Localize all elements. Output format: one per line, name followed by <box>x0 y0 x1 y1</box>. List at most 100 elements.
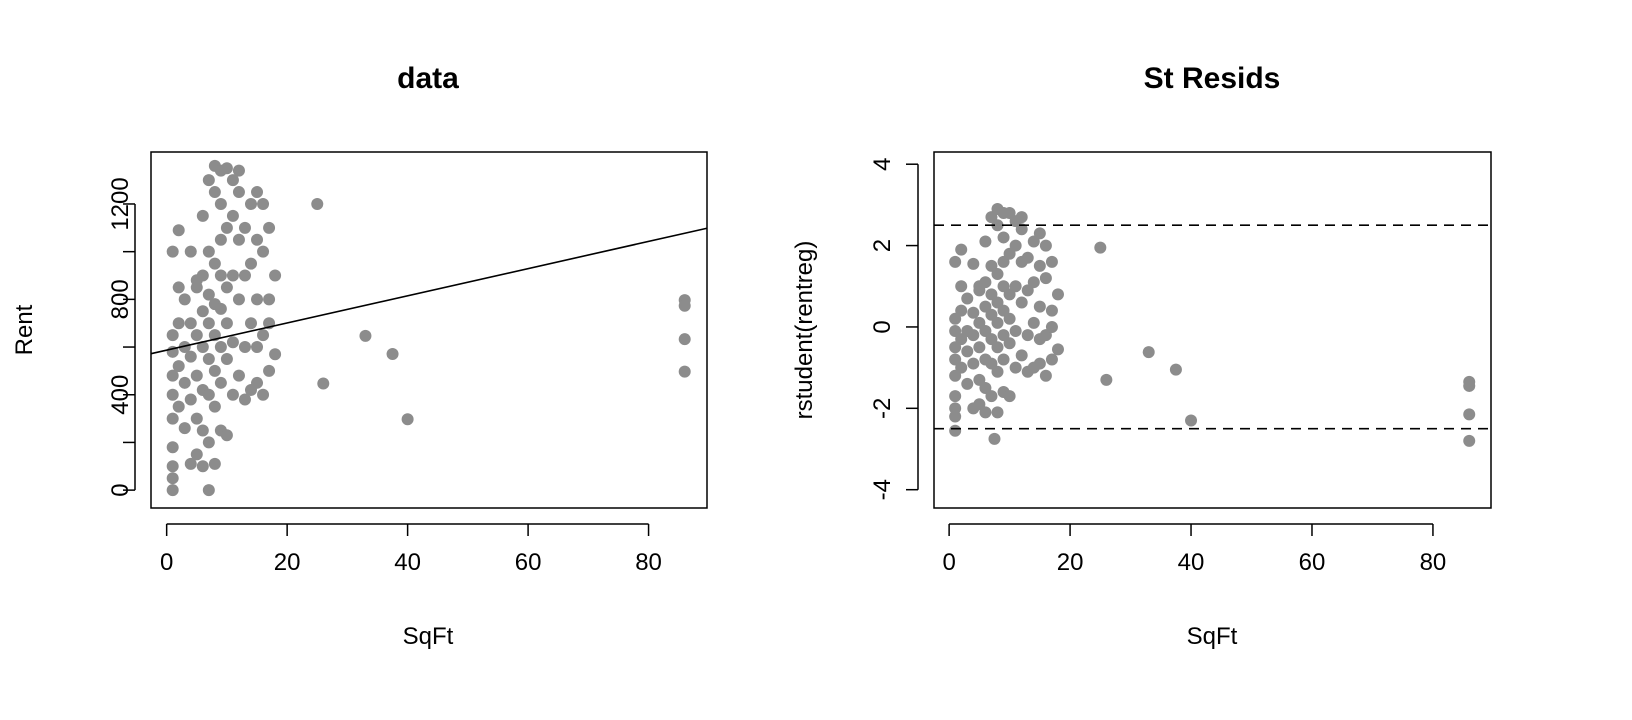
data-point <box>678 365 691 378</box>
data-point <box>269 348 282 361</box>
y-tick-label: -2 <box>869 398 896 419</box>
data-point <box>202 436 215 449</box>
data-point <box>214 233 227 246</box>
data-point <box>988 432 1001 445</box>
data-point <box>991 219 1004 232</box>
data-point <box>190 369 203 382</box>
data-point <box>214 376 227 389</box>
data-point <box>961 345 974 358</box>
data-point <box>202 388 215 401</box>
data-point <box>244 317 257 330</box>
data-point <box>955 304 968 317</box>
y-tick-label: 400 <box>107 375 134 415</box>
data-point <box>226 174 239 187</box>
data-point <box>190 412 203 425</box>
data-point <box>238 341 251 354</box>
data-point <box>214 341 227 354</box>
data-point <box>1003 390 1016 403</box>
data-point <box>202 174 215 187</box>
data-point <box>184 457 197 470</box>
data-point <box>311 197 324 210</box>
panel-st-resids: St Resids SqFt rstudent(rentreg) 0 20 40 60… <box>791 62 1492 650</box>
y-tick-label: -4 <box>869 479 896 500</box>
data-point <box>178 422 191 435</box>
data-point <box>184 245 197 258</box>
data-point <box>244 257 257 270</box>
data-point <box>1039 239 1052 252</box>
data-point <box>208 186 221 199</box>
data-point <box>1039 369 1052 382</box>
data-point <box>949 424 962 437</box>
data-point <box>1027 316 1040 329</box>
y-tick-label: 0 <box>869 320 896 333</box>
data-point <box>202 317 215 330</box>
data-point <box>208 400 221 413</box>
data-point <box>220 162 233 175</box>
data-point <box>257 245 270 258</box>
x-axis-label: SqFt <box>403 623 454 650</box>
y-tick-label: 1200 <box>107 177 134 230</box>
data-point <box>1033 259 1046 272</box>
data-point <box>208 257 221 270</box>
data-point <box>251 293 264 306</box>
data-point <box>196 424 209 437</box>
data-point <box>196 341 209 354</box>
data-point <box>359 329 372 342</box>
data-point <box>1015 211 1028 224</box>
data-point <box>172 281 185 294</box>
data-point <box>220 352 233 365</box>
y-tick-label: 2 <box>869 239 896 252</box>
data-point <box>251 233 264 246</box>
data-point <box>1033 300 1046 313</box>
x-tick-label: 0 <box>160 549 173 576</box>
data-point <box>991 268 1004 281</box>
data-point <box>1009 361 1022 374</box>
data-point <box>317 377 330 390</box>
data-point <box>1045 255 1058 268</box>
data-point <box>1045 353 1058 366</box>
data-point <box>1142 346 1155 359</box>
data-point <box>196 209 209 222</box>
data-point <box>967 257 980 270</box>
data-point <box>1009 325 1022 338</box>
data-point <box>1094 241 1107 254</box>
data-point <box>190 329 203 342</box>
data-point <box>190 448 203 461</box>
data-point <box>979 235 992 248</box>
data-point <box>1463 434 1476 447</box>
regression-line <box>150 227 708 355</box>
data-point <box>979 406 992 419</box>
data-point <box>208 457 221 470</box>
data-point <box>166 369 179 382</box>
data-point <box>263 293 276 306</box>
data-point <box>202 288 215 301</box>
data-point <box>1021 251 1034 264</box>
data-point <box>1003 337 1016 350</box>
data-point <box>226 209 239 222</box>
data-point <box>166 472 179 485</box>
y-axis-label: Rent <box>11 304 38 355</box>
data-point <box>991 341 1004 354</box>
data-point <box>997 353 1010 366</box>
data-point <box>251 376 264 389</box>
data-point <box>955 361 968 374</box>
data-point <box>196 305 209 318</box>
data-point <box>1009 239 1022 252</box>
data-point <box>172 400 185 413</box>
data-point <box>226 269 239 282</box>
chart-title: data <box>397 62 459 95</box>
chart-title: St Resids <box>1144 62 1281 95</box>
x-tick-label: 20 <box>1057 549 1084 576</box>
y-tick-label: 800 <box>107 279 134 319</box>
data-point <box>967 329 980 342</box>
data-point <box>232 164 245 177</box>
data-point <box>226 388 239 401</box>
data-point <box>1463 379 1476 392</box>
data-point <box>166 388 179 401</box>
data-point <box>257 329 270 342</box>
data-point <box>949 402 962 415</box>
data-point <box>178 341 191 354</box>
plot-frame <box>933 151 1492 509</box>
plot-frame <box>150 151 708 509</box>
x-tick-label: 60 <box>515 549 542 576</box>
